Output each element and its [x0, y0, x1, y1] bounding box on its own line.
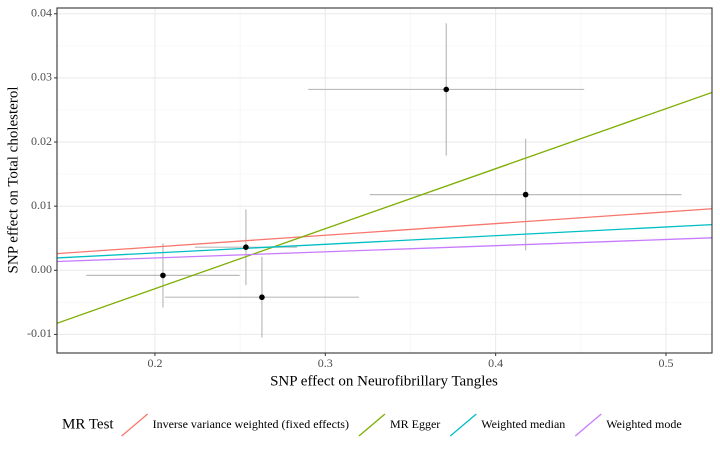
legend-label: Inverse variance weighted (fixed effects…: [153, 417, 349, 431]
legend-label: MR Egger: [390, 417, 440, 431]
legend-key: [449, 413, 477, 437]
point: [522, 191, 529, 198]
y-tick-label: 0.01: [31, 198, 52, 212]
x-tick-label: 0.3: [318, 356, 333, 370]
legend-label: Weighted median: [481, 417, 565, 431]
legend-label: Weighted mode: [606, 417, 681, 431]
x-axis-title: SNP effect on Neurofibrillary Tangles: [270, 373, 498, 389]
x-tick-label: 0.5: [659, 356, 674, 370]
y-tick-label: 0.02: [31, 134, 52, 148]
x-tick-label: 0.2: [147, 356, 162, 370]
fit-line: [57, 237, 712, 263]
legend-title: MR Test: [62, 416, 114, 432]
panel: [57, 8, 712, 353]
legend-key: [574, 413, 602, 437]
legend-key: [121, 413, 149, 437]
y-tick-label: 0.04: [31, 6, 52, 20]
point: [259, 294, 265, 301]
fit-line: [57, 91, 712, 324]
fit-line: [57, 224, 712, 259]
fit-line: [57, 208, 712, 255]
y-tick-label: 0.03: [31, 70, 52, 84]
y-tick-label: -0.01: [27, 326, 52, 340]
legend-key: [358, 413, 386, 437]
point: [243, 244, 249, 250]
point: [160, 272, 166, 279]
y-axis-title: SNP effect on Total cholesterol: [5, 87, 21, 274]
y-tick-label: 0.00: [31, 262, 52, 276]
panel-border: [56, 7, 713, 354]
point: [443, 86, 450, 93]
x-tick-label: 0.4: [488, 356, 503, 370]
